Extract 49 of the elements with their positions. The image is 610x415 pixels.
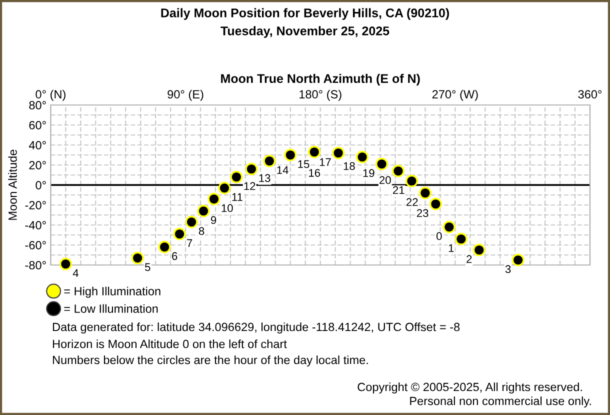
annotation: 0 [436, 232, 442, 240]
legend-label: = Low Illumination [64, 304, 158, 313]
annotation: 16 [309, 168, 320, 177]
y-tick-label: 0° [36, 181, 46, 190]
annotation: 2 [466, 255, 472, 263]
y-axis-title: Moon Altitude [8, 150, 17, 220]
y-tick-label: -20° [25, 201, 46, 210]
text: Personal non commercial use only. [410, 396, 591, 408]
annotation: 7 [187, 239, 192, 247]
annotation: 3 [505, 265, 511, 274]
x-axis-title: Moon True North Azimuth (E of N) [221, 74, 420, 86]
y-tick-label: 20° [29, 161, 46, 170]
annotation: 21 [392, 186, 404, 194]
annotation: 1 [448, 244, 454, 252]
annotation: 15 [298, 160, 310, 168]
y-tick-label: 40° [28, 141, 46, 150]
annotation: 17 [320, 158, 331, 166]
annotation: 11 [232, 193, 242, 201]
annotation: 5 [144, 263, 150, 272]
chart-subtitle: Tuesday, November 25, 2025 [220, 26, 390, 38]
y-tick-label: 80° [29, 101, 46, 110]
legend-label: = High Illumination [64, 286, 160, 298]
text: Numbers below the circles are the hour of the day local time. [52, 355, 368, 367]
y-tick-label: -60° [25, 241, 46, 250]
text: Horizon is Moon Altitude 0 on the left of chart [52, 339, 287, 348]
annotation: 13 [259, 174, 270, 182]
annotation: 4 [72, 269, 78, 277]
annotation: 9 [210, 216, 216, 224]
annotation: 10 [222, 204, 233, 212]
annotation: 8 [198, 227, 204, 236]
x-tick-label: 360° [578, 90, 602, 98]
x-tick-label: 0° (N) [36, 90, 66, 101]
annotation: 6 [172, 252, 178, 260]
text: Data generated for: latitude 34.096629, longitude -118.41242, UTC Offset = -8 [52, 322, 460, 334]
annotation: 22 [406, 198, 418, 206]
annotation: 14 [277, 166, 288, 174]
y-tick-label: -40° [25, 221, 46, 230]
y-tick-label: -80° [25, 261, 46, 270]
annotation: 18 [344, 162, 355, 170]
annotation: 12 [244, 182, 256, 190]
chart-title: Daily Moon Position for Beverly Hills, CA (90210) [161, 8, 449, 20]
x-tick-label: 180° (S) [300, 90, 342, 101]
y-tick-label: 60° [29, 121, 46, 130]
annotation: 23 [416, 209, 428, 218]
annotation: 20 [380, 176, 391, 184]
text: Copyright © 2005-2025, All rights reserved. [358, 382, 582, 394]
annotation: 19 [363, 169, 374, 178]
x-tick-label: 90° (E) [168, 90, 204, 101]
x-tick-label: 270° (W) [432, 90, 478, 101]
